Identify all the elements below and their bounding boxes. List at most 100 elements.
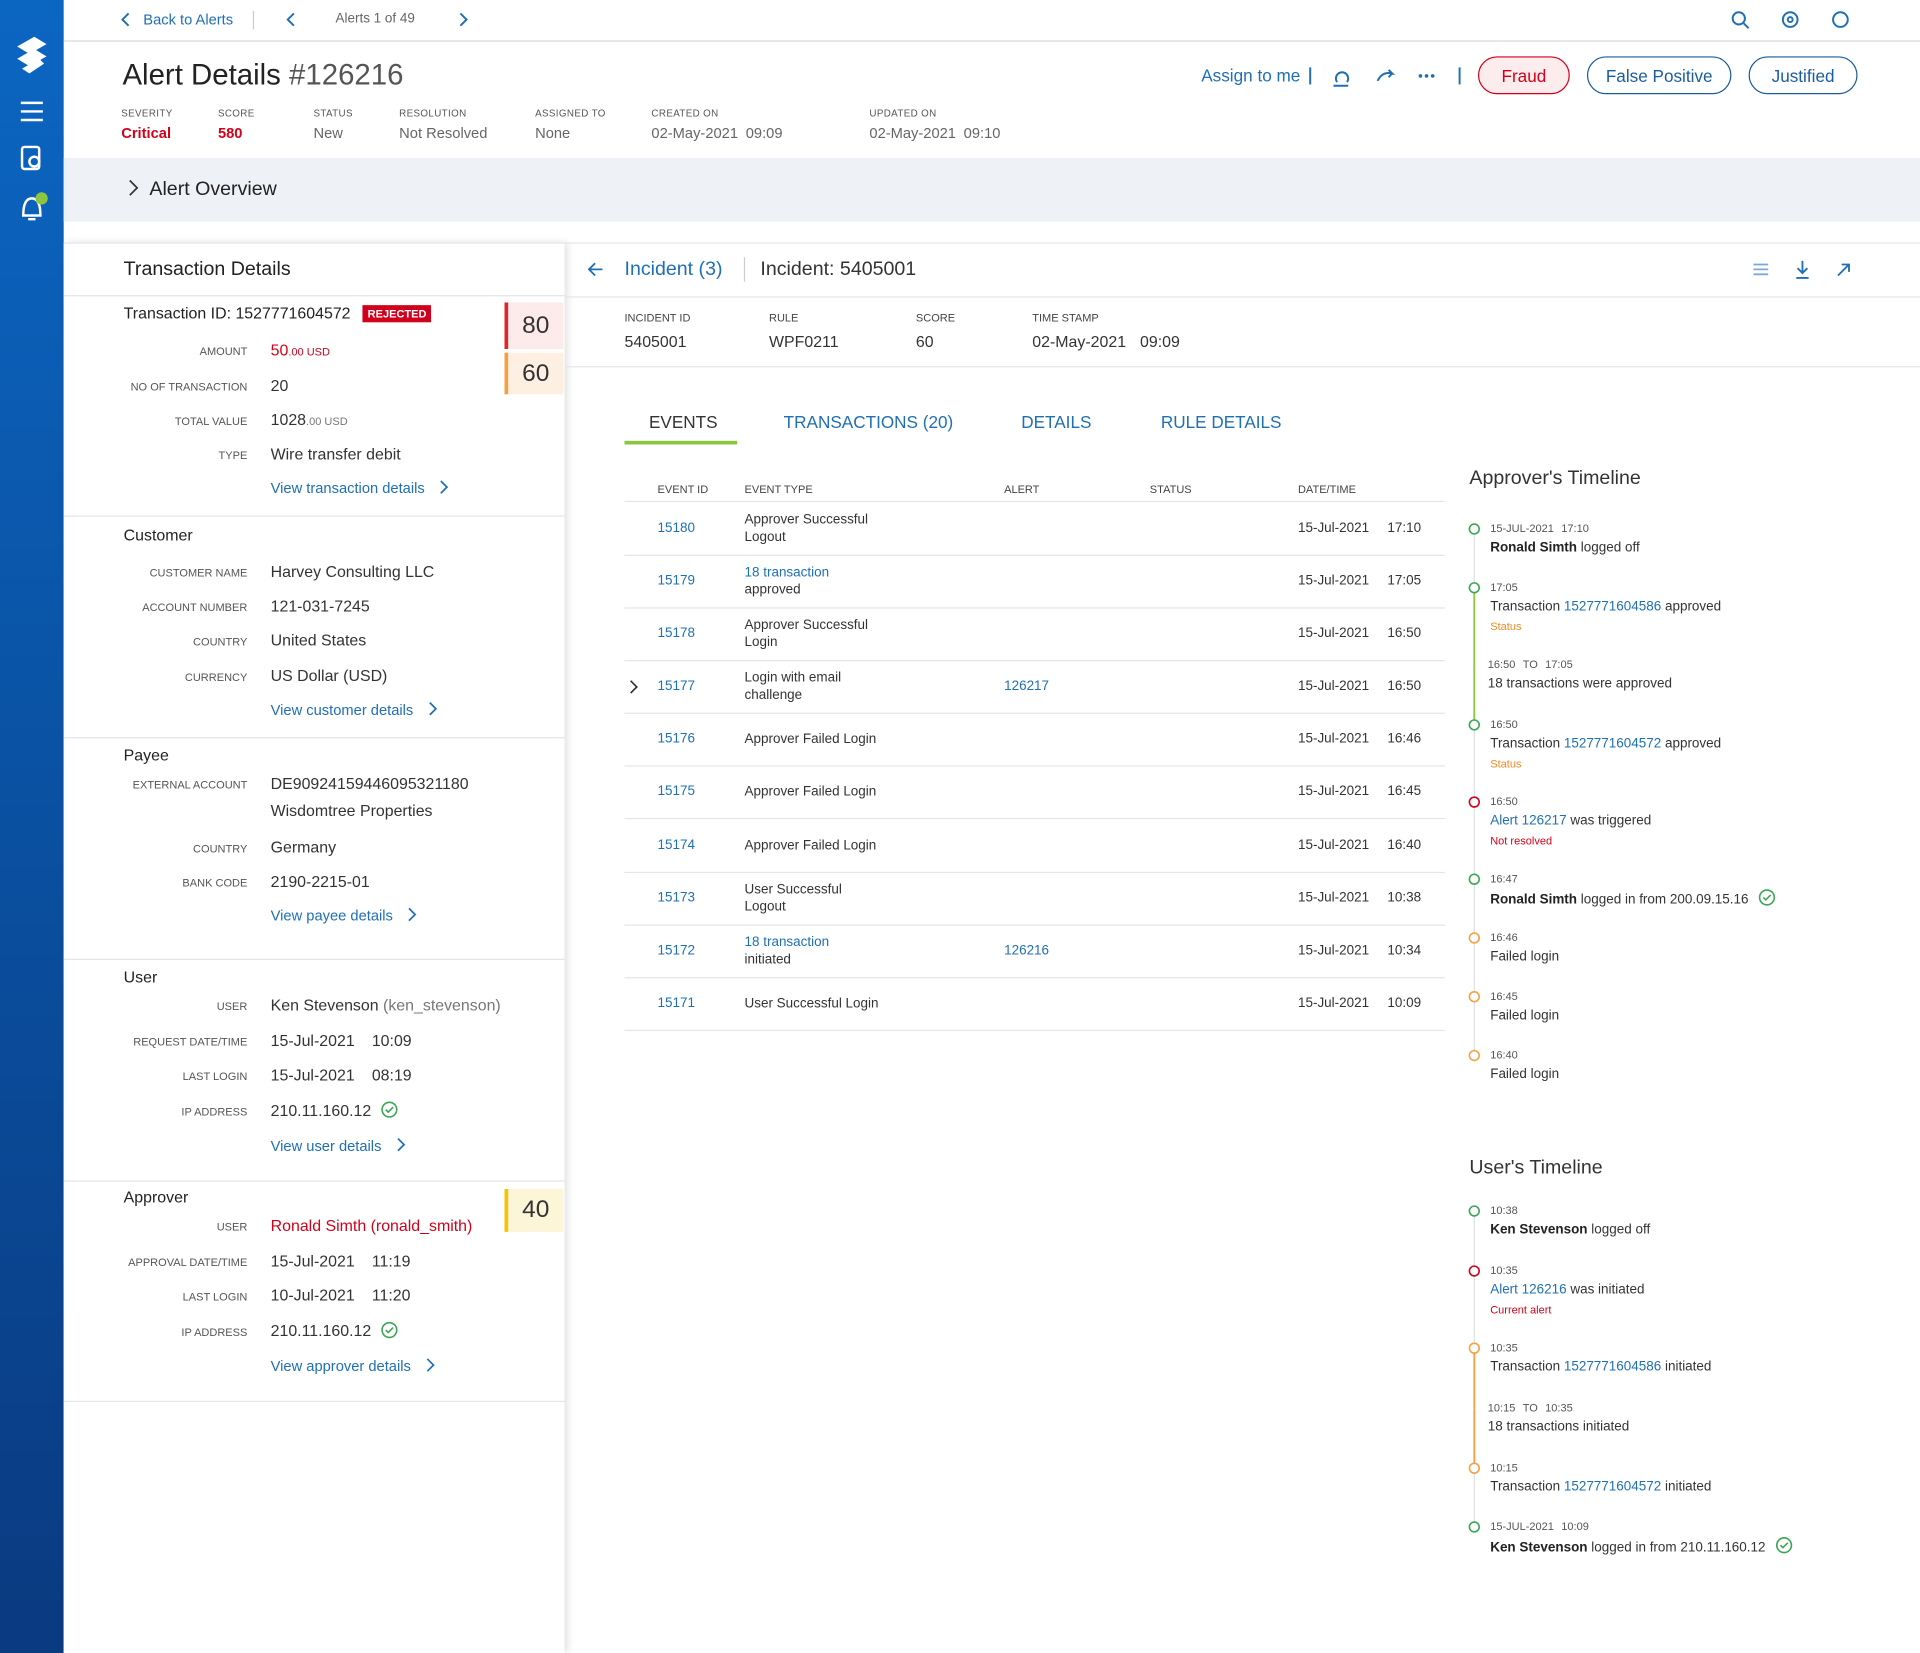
- assign-button[interactable]: Assign to me: [1201, 65, 1301, 86]
- link-text[interactable]: Alert 126217: [1490, 813, 1567, 829]
- timeline-text: Ronald Simth logged in from 200.09.15.16: [1490, 889, 1776, 909]
- entry-time: 16:45: [1490, 990, 1518, 1003]
- field-label: INCIDENT ID: [624, 311, 691, 325]
- chevron: [440, 480, 448, 494]
- action-button[interactable]: False Positive: [1586, 56, 1732, 95]
- timeline-time: 10:38: [1490, 1204, 1518, 1217]
- text: Ken Stevenson: [1490, 1222, 1588, 1238]
- row-value: 10-Jul-2021 11:20: [271, 1286, 411, 1305]
- text: Failed login: [1490, 949, 1560, 965]
- value-text: 10-Jul-2021: [270, 1285, 355, 1305]
- divider: [564, 296, 1920, 298]
- event-id[interactable]: 15171: [657, 996, 696, 1011]
- link-text[interactable]: 1527771604572: [1563, 736, 1662, 752]
- page-title: Alert Details #126216: [122, 59, 403, 93]
- event-id[interactable]: 15177: [657, 678, 696, 694]
- timeline-time: 10:15: [1490, 1462, 1518, 1475]
- link-text[interactable]: Alert 126216: [1490, 1282, 1567, 1298]
- timeline-time: 15-JUL-2021 17:10: [1490, 522, 1589, 535]
- event-id[interactable]: 15178: [657, 626, 696, 641]
- timeline-time: 16:46: [1490, 931, 1518, 944]
- text: Failed login: [1490, 1067, 1560, 1082]
- value-text: 121-031-7245: [270, 596, 370, 615]
- event-id[interactable]: 15173: [657, 890, 696, 906]
- timeline-node: [1468, 873, 1480, 885]
- event-alert[interactable]: 126216: [1004, 943, 1050, 959]
- row-divider: [624, 660, 1445, 662]
- entry-time: 16:46: [1490, 931, 1518, 944]
- field-label: CREATED ON: [651, 108, 719, 120]
- event-id[interactable]: 15172: [657, 943, 696, 959]
- event-time: 16:50: [1387, 626, 1422, 641]
- timeline-text: Alert 126217 was triggered: [1490, 814, 1651, 830]
- event-id[interactable]: 15179: [657, 573, 696, 589]
- back-link[interactable]: Back to Alerts: [143, 10, 234, 28]
- range-word: TO: [1522, 658, 1538, 671]
- row-value: Germany: [271, 838, 336, 857]
- divider: [564, 366, 1920, 368]
- link-text[interactable]: 18 transaction: [744, 935, 830, 950]
- event-id[interactable]: 15176: [657, 731, 696, 747]
- detail-link[interactable]: View user details: [271, 1137, 406, 1155]
- link-text[interactable]: 1527771604586: [1563, 599, 1662, 614]
- row-divider: [624, 765, 1445, 767]
- link-text[interactable]: 1527771604572: [1563, 1479, 1662, 1495]
- entry-time: 10:35: [1490, 1341, 1518, 1354]
- tab[interactable]: RULE DETAILS: [1160, 412, 1282, 432]
- event-id[interactable]: 15175: [657, 784, 696, 799]
- tab[interactable]: TRANSACTIONS (20): [783, 412, 954, 432]
- timeline-text: Transaction 1527771604586 initiated: [1490, 1360, 1711, 1376]
- timeline-node: [1468, 1205, 1480, 1217]
- timeline-node: [1468, 1521, 1480, 1533]
- row-value: 15-Jul-2021 10:09: [271, 1031, 412, 1050]
- detail-link[interactable]: View approver details: [271, 1358, 436, 1376]
- event-id[interactable]: 15180: [657, 520, 696, 536]
- value-text: Ken Stevenson: [270, 995, 379, 1015]
- value-suffix: .00 USD: [306, 415, 348, 428]
- field-label: STATUS: [313, 108, 353, 120]
- row-label: REQUEST DATE/TIME: [133, 1035, 248, 1049]
- section-title-text: User: [123, 967, 158, 986]
- action-button[interactable]: Justified: [1748, 56, 1858, 95]
- field-label: TIME STAMP: [1032, 311, 1099, 325]
- timeline-node: [1468, 1342, 1480, 1354]
- field-label: SCORE: [217, 108, 255, 120]
- detail-link[interactable]: View transaction details: [271, 480, 450, 498]
- event-date: 15-Jul-2021: [1297, 520, 1370, 536]
- event-id[interactable]: 15174: [657, 838, 696, 853]
- event-alert[interactable]: 126217: [1004, 678, 1050, 694]
- incident-back[interactable]: Incident (3): [624, 258, 723, 280]
- timeline-text: Transaction 1527771604586 approved: [1490, 599, 1721, 615]
- link-text[interactable]: 18 transaction: [744, 565, 830, 581]
- event-time: 10:09: [1387, 996, 1422, 1011]
- value-text: 1028: [270, 410, 307, 429]
- tab[interactable]: EVENTS: [648, 412, 718, 432]
- left-top-divider: [63, 242, 565, 244]
- text: approved: [1664, 599, 1722, 614]
- entry-time: 17:05: [1490, 581, 1518, 594]
- value-text: United States: [270, 630, 367, 650]
- row-value-line2: Wisdomtree Properties: [270, 801, 433, 820]
- row-divider: [624, 554, 1445, 556]
- row-value: 20: [271, 376, 289, 395]
- link-text[interactable]: 1527771604586: [1563, 1359, 1662, 1375]
- section-title: Customer: [124, 526, 193, 545]
- tab[interactable]: DETAILS: [1021, 412, 1092, 432]
- timeline-time: 16:45: [1490, 990, 1518, 1003]
- detail-link[interactable]: View customer details: [271, 701, 438, 719]
- value-text: Wire transfer debit: [270, 444, 401, 464]
- top-divider: [63, 40, 1920, 42]
- event-time: 16:46: [1387, 731, 1422, 747]
- detail-link[interactable]: View payee details: [271, 907, 418, 925]
- column-header: EVENT ID: [657, 483, 709, 496]
- value-text: 50: [270, 340, 289, 360]
- action-button[interactable]: Fraud: [1477, 56, 1570, 95]
- value-text: 20: [270, 376, 289, 395]
- row-label: COUNTRY: [193, 635, 248, 648]
- field-value: Not Resolved: [399, 124, 488, 142]
- timeline-node: [1468, 719, 1480, 731]
- text: logged off: [1591, 1222, 1651, 1238]
- overview-toggle[interactable]: Alert Overview: [127, 178, 277, 201]
- value-text: Harvey Consulting LLC: [270, 562, 435, 581]
